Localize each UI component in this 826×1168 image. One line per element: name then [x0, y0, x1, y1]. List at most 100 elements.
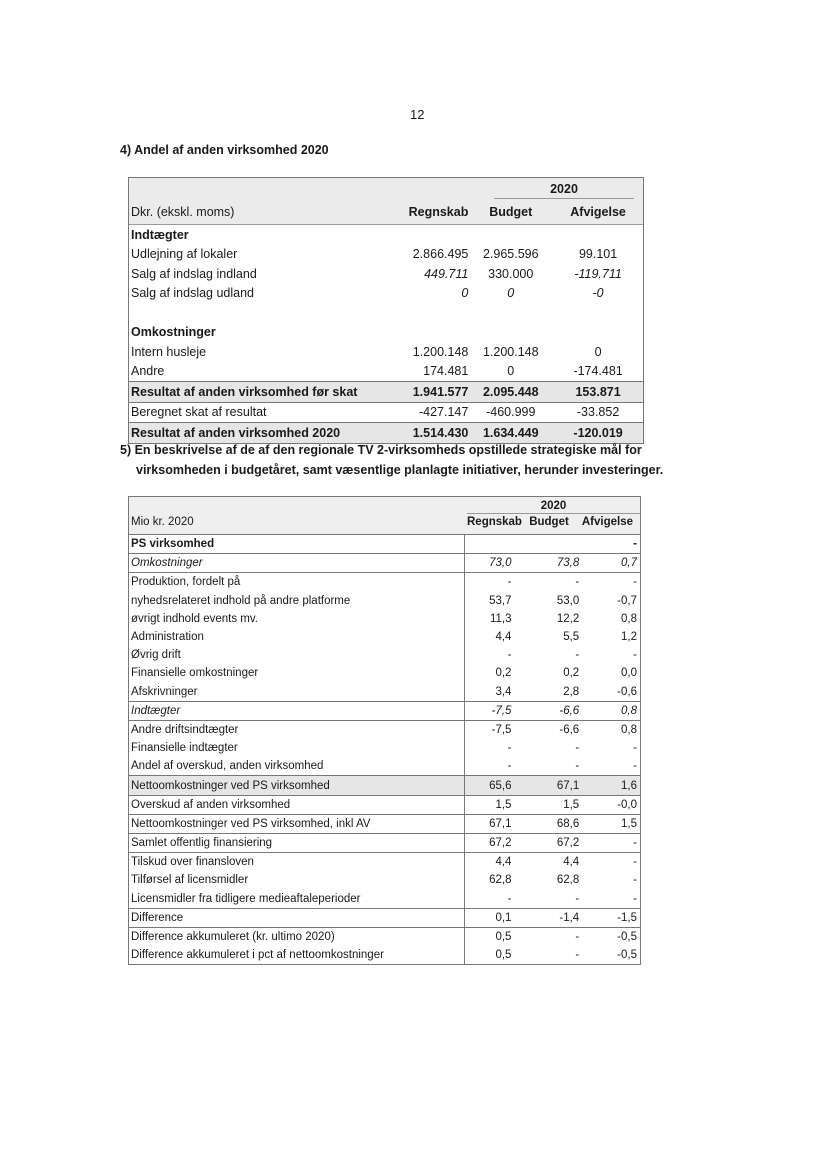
year-header: 2020	[467, 500, 640, 514]
table-row: Salg af indslag udland 0 0 -0	[129, 284, 643, 304]
table-row: Difference 0,1 -1,4 -1,5	[129, 907, 640, 927]
cell-regnskab: 67,1	[489, 817, 512, 830]
table-row: PS virksomhed -	[129, 535, 640, 554]
row-label: nyhedsrelateret indhold på andre platfor…	[129, 591, 465, 610]
cell-budget: 2.965.596	[482, 247, 539, 262]
cell-afvigelse: -	[633, 837, 637, 850]
table-row: Finansielle indtægter - - -	[129, 739, 640, 758]
column-header-regnskab: Regnskab	[467, 516, 522, 528]
row-label: Overskud af anden virksomhed	[129, 795, 465, 814]
cell-afvigelse: 153.871	[575, 384, 621, 399]
row-label: Resultat af anden virksomhed før skat	[131, 384, 358, 399]
table-row: Indtægter -7,5 -6,6 0,8	[129, 700, 640, 720]
table-row: Finansielle omkostninger 0,2 0,2 0,0	[129, 664, 640, 683]
cell-regnskab: 73,0	[489, 557, 512, 570]
cell-regnskab: 65,6	[489, 779, 512, 792]
cell-afvigelse: -0,5	[617, 931, 637, 944]
cell-afvigelse: -0,7	[617, 594, 637, 607]
cell-regnskab: -427.147	[418, 405, 469, 420]
cell-afvigelse: -	[633, 892, 637, 905]
table-row: Beregnet skat af resultat -427.147 -460.99…	[129, 401, 643, 423]
row-label: Resultat af anden virksomhed 2020	[131, 425, 341, 440]
table-row: Resultat af anden virksomhed før skat 1.9…	[129, 381, 643, 402]
table-row: Difference akkumuleret (kr. ultimo 2020)…	[129, 926, 640, 947]
row-label: Difference	[129, 908, 465, 927]
table-row: Tilførsel af licensmidler 62,8 62,8 -	[129, 871, 640, 890]
cell-regnskab: 4,4	[495, 631, 512, 644]
cell-regnskab: 1,5	[495, 798, 512, 811]
cell-afvigelse: 0,8	[621, 612, 637, 625]
table-row: Produktion, fordelt på - - -	[129, 572, 640, 592]
row-label: Finansielle indtægter	[129, 739, 465, 758]
cell-regnskab: -7,5	[491, 704, 512, 717]
row-label: Finansielle omkostninger	[129, 664, 465, 683]
cell-afvigelse: 0,8	[621, 723, 637, 736]
cell-budget: 0,2	[563, 667, 580, 680]
cell-budget: -6,6	[559, 704, 580, 717]
section-5-heading-line-1: 5) En beskrivelse af de af den regionale…	[120, 443, 642, 457]
label-header: Mio kr. 2020	[131, 516, 194, 528]
row-label: øvrigt indhold events mv.	[129, 609, 465, 628]
table-header: 2020 Dkr. (ekskl. moms) Regnskab Budget …	[129, 178, 643, 225]
cell-regnskab: 67,2	[489, 837, 512, 850]
row-label: Afskrivninger	[129, 682, 465, 701]
cell-budget: 67,1	[556, 779, 580, 792]
cell-afvigelse: 0	[594, 344, 602, 359]
cell-budget: -	[575, 892, 580, 905]
cell-regnskab: 0	[461, 286, 469, 301]
table-row	[129, 303, 643, 323]
cell-budget: 1,5	[563, 798, 580, 811]
cell-regnskab: -	[507, 649, 512, 662]
table-body: PS virksomhed - Omkostninger 73,0 73,8 0,7 Pro…	[129, 535, 640, 965]
row-label: Indtægter	[129, 701, 465, 720]
cell-afvigelse: -	[633, 874, 637, 887]
cell-budget: 1.634.449	[482, 425, 539, 440]
cell-budget: 2.095.448	[482, 384, 539, 399]
cell-afvigelse: -119.711	[574, 266, 622, 281]
cell-budget: -	[575, 949, 580, 962]
cell-budget: 5,5	[563, 631, 580, 644]
cell-budget: 330.000	[488, 266, 534, 281]
cell-regnskab: 1.200.148	[412, 344, 469, 359]
cell-regnskab: 53,7	[489, 594, 512, 607]
table-row: Nettoomkostninger ved PS virksomhed, ink…	[129, 813, 640, 833]
table-ps-virksomhed: 2020 Mio kr. 2020 Regnskab Budget Afvige…	[128, 496, 641, 966]
table-row: Tilskud over finansloven 4,4 4,4 -	[129, 852, 640, 872]
cell-regnskab: -	[507, 760, 512, 773]
page-number: 12	[410, 107, 425, 122]
section-4-heading: 4) Andel af anden virksomhed 2020	[120, 143, 329, 157]
table-row: Omkostninger	[129, 323, 643, 343]
cell-budget: 1.200.148	[482, 344, 539, 359]
cell-afvigelse: -	[633, 742, 637, 755]
table-row: Andel af overskud, anden virksomhed - - -	[129, 757, 640, 776]
cell-regnskab: 62,8	[489, 874, 512, 887]
cell-regnskab: 3,4	[495, 685, 512, 698]
cell-regnskab: 1.941.577	[412, 384, 469, 399]
cell-budget: -6,6	[559, 723, 580, 736]
row-label: Salg af indslag indland	[131, 266, 257, 281]
row-label: Tilførsel af licensmidler	[129, 871, 465, 890]
row-label: Difference akkumuleret (kr. ultimo 2020)	[129, 927, 465, 947]
cell-afvigelse: -	[633, 649, 637, 662]
cell-budget: 73,8	[556, 557, 580, 570]
cell-afvigelse: -33.852	[576, 405, 620, 420]
cell-budget: -	[575, 576, 580, 589]
row-label: Administration	[129, 627, 465, 647]
table-row: Nettoomkostninger ved PS virksomhed 65,6 6…	[129, 775, 640, 795]
row-label: Tilskud over finansloven	[129, 853, 465, 872]
row-label: Omkostninger	[131, 325, 216, 340]
cell-budget: -1,4	[559, 911, 580, 924]
cell-afvigelse: -	[633, 538, 637, 551]
row-label: Indtægter	[131, 227, 189, 242]
row-label: Nettoomkostninger ved PS virksomhed	[129, 776, 465, 795]
cell-budget: 62,8	[556, 874, 580, 887]
cell-afvigelse: -174.481	[573, 364, 623, 379]
table-header: 2020 Mio kr. 2020 Regnskab Budget Afvige…	[129, 497, 640, 535]
column-header-regnskab: Regnskab	[408, 204, 469, 219]
cell-regnskab: 449.711	[424, 266, 469, 281]
table-row: Indtægter	[129, 225, 643, 245]
table-row: Udlejning af lokaler 2.866.495 2.965.596 99…	[129, 245, 643, 265]
table-row: nyhedsrelateret indhold på andre platfor…	[129, 591, 640, 610]
cell-afvigelse: 1,2	[621, 631, 637, 644]
cell-regnskab: -7,5	[491, 723, 512, 736]
